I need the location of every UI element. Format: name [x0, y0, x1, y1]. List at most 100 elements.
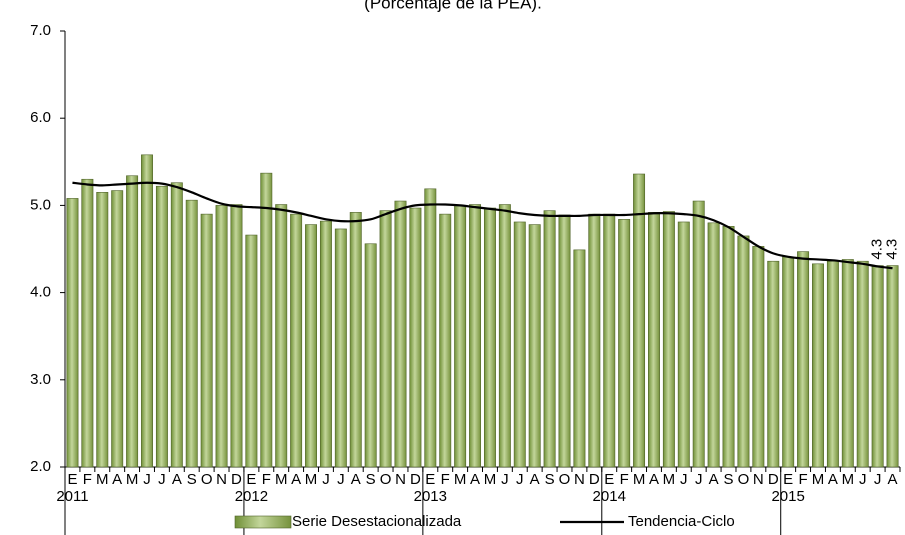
bar — [126, 175, 139, 468]
y-tick-label: 6.0 — [30, 109, 51, 126]
bar — [141, 154, 153, 468]
y-tick-label: 2.0 — [30, 458, 51, 475]
bar — [543, 210, 556, 468]
bar — [513, 221, 526, 468]
x-tick-label: A — [888, 471, 898, 488]
x-tick-label: A — [709, 471, 719, 488]
x-tick-label: N — [395, 471, 406, 488]
bar — [528, 224, 541, 468]
x-tick-label: A — [530, 471, 540, 488]
x-tick-label: A — [470, 471, 480, 488]
bar — [826, 260, 839, 468]
x-tick-label: M — [96, 471, 109, 488]
year-label: 2015 — [771, 488, 804, 505]
bar — [692, 200, 705, 468]
trend-line — [72, 181, 893, 270]
bar — [81, 178, 94, 468]
bar — [155, 185, 168, 468]
legend-label: Serie Desestacionalizada — [292, 513, 462, 530]
bar — [66, 198, 79, 468]
x-tick-label: J — [874, 471, 882, 488]
x-tick-label: M — [275, 471, 288, 488]
x-tick-label: D — [231, 471, 242, 488]
x-tick-label: A — [112, 471, 122, 488]
bar — [111, 190, 124, 468]
x-tick-label: A — [828, 471, 838, 488]
x-tick-label: E — [246, 471, 256, 488]
bar — [662, 211, 675, 468]
x-tick-label: M — [454, 471, 467, 488]
x-tick-label: S — [724, 471, 734, 488]
x-tick-label: J — [516, 471, 524, 488]
bar — [200, 213, 213, 468]
bar — [260, 172, 273, 468]
x-tick-label: D — [768, 471, 779, 488]
x-tick-label: M — [663, 471, 676, 488]
bar — [170, 182, 183, 468]
y-tick-label: 3.0 — [30, 371, 51, 388]
bar — [409, 207, 422, 468]
x-tick-label: S — [366, 471, 376, 488]
x-tick-label: A — [649, 471, 659, 488]
x-tick-label: J — [337, 471, 345, 488]
x-tick-label: J — [680, 471, 688, 488]
x-tick-label: O — [738, 471, 750, 488]
x-tick-label: J — [695, 471, 703, 488]
x-tick-label: O — [201, 471, 213, 488]
bar — [364, 243, 377, 468]
x-tick-label: N — [216, 471, 227, 488]
x-tick-label: A — [351, 471, 361, 488]
bar — [752, 246, 765, 468]
x-tick-label: S — [545, 471, 555, 488]
bar — [439, 213, 452, 468]
x-tick-label: M — [842, 471, 855, 488]
bar — [856, 260, 869, 468]
bar — [871, 265, 884, 468]
bar — [648, 212, 660, 468]
y-tick-label: 5.0 — [30, 196, 51, 213]
x-tick-label: D — [410, 471, 421, 488]
bar — [349, 212, 362, 468]
x-tick-label: M — [126, 471, 139, 488]
bar — [767, 260, 780, 468]
x-tick-label: M — [484, 471, 497, 488]
legend-label: Tendencia-Ciclo — [628, 513, 735, 530]
x-tick-label: M — [633, 471, 646, 488]
bar — [737, 235, 750, 468]
bar — [841, 259, 854, 468]
bar — [618, 219, 631, 468]
bar — [379, 210, 392, 468]
x-tick-label: J — [143, 471, 151, 488]
bar — [707, 222, 720, 468]
x-tick-label: F — [620, 471, 629, 488]
x-tick-label: S — [187, 471, 197, 488]
year-label: 2013 — [414, 488, 447, 505]
bar — [454, 205, 467, 468]
x-tick-label: M — [812, 471, 825, 488]
bar — [230, 204, 243, 468]
bar — [782, 256, 795, 468]
bar — [573, 249, 586, 468]
x-tick-label: E — [604, 471, 614, 488]
bar — [305, 224, 317, 468]
year-label: 2012 — [235, 488, 268, 505]
legend-swatch — [234, 515, 292, 529]
x-tick-label: N — [574, 471, 585, 488]
x-tick-label: O — [559, 471, 571, 488]
bar — [215, 205, 228, 468]
bar — [394, 200, 407, 468]
x-tick-label: E — [425, 471, 435, 488]
value-label: 4.3 — [869, 239, 886, 260]
bar — [603, 213, 616, 468]
x-tick-label: O — [380, 471, 392, 488]
x-tick-label: F — [798, 471, 807, 488]
x-tick-label: J — [501, 471, 509, 488]
bar — [797, 251, 810, 468]
bar — [319, 220, 332, 468]
bar — [633, 173, 646, 468]
bar — [558, 214, 571, 468]
bar — [498, 204, 511, 468]
bar — [588, 213, 601, 468]
x-tick-label: J — [158, 471, 166, 488]
